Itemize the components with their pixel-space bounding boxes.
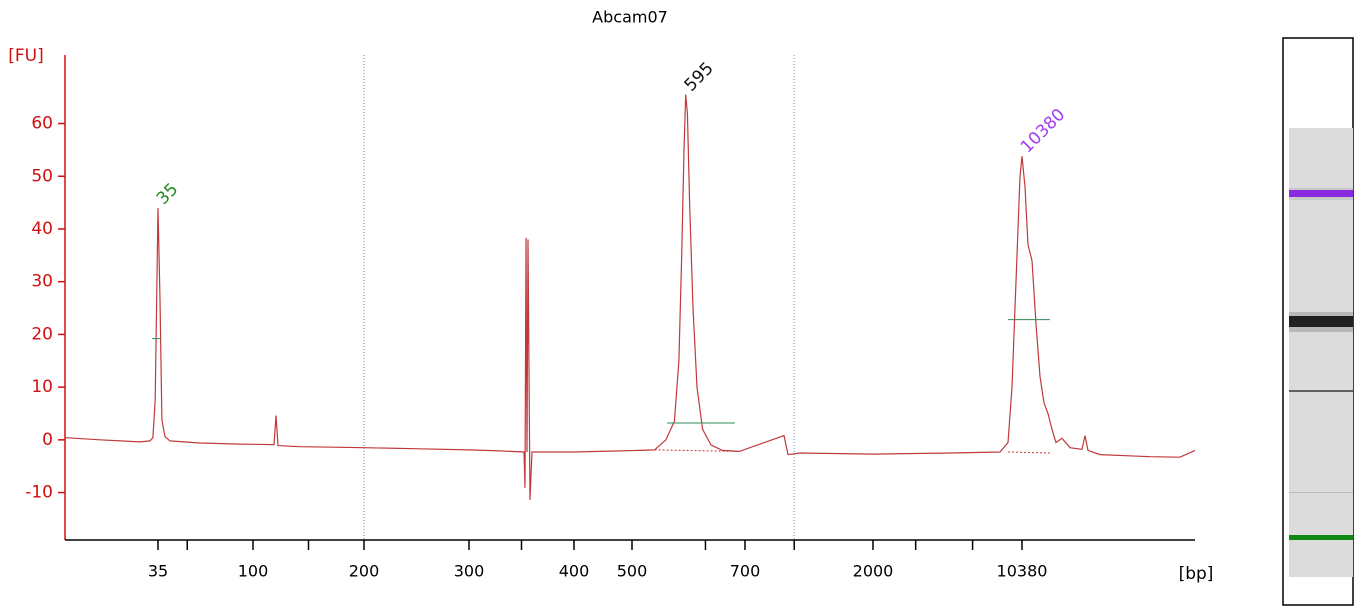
y-tick-label: 30 bbox=[31, 272, 53, 292]
gel-band bbox=[1289, 190, 1353, 197]
x-tick-label: 300 bbox=[454, 562, 485, 581]
peak-baseline bbox=[1007, 451, 1050, 454]
y-tick-label: 20 bbox=[31, 324, 53, 344]
x-tick-label: 2000 bbox=[853, 562, 894, 581]
gel-band bbox=[1289, 535, 1353, 540]
x-tick-label: 10380 bbox=[997, 562, 1048, 581]
peak-label: 595 bbox=[681, 59, 718, 96]
y-axis-label: [FU] bbox=[8, 46, 44, 66]
y-tick-label: 60 bbox=[31, 114, 53, 134]
x-axis-label: [bp] bbox=[1179, 564, 1214, 584]
x-tick-label: 35 bbox=[148, 562, 168, 581]
gel-band bbox=[1289, 390, 1353, 392]
gel-band bbox=[1289, 316, 1353, 327]
y-tick-label: 0 bbox=[42, 430, 53, 450]
peak-label: 35 bbox=[153, 180, 182, 209]
y-tick-label: 50 bbox=[31, 166, 53, 186]
y-tick-label: 10 bbox=[31, 377, 53, 397]
trace-line bbox=[64, 94, 1196, 500]
x-tick-label: 700 bbox=[730, 562, 761, 581]
chart-title: Abcam07 bbox=[592, 8, 668, 27]
y-tick-label: -10 bbox=[25, 483, 53, 503]
x-tick-label: 400 bbox=[559, 562, 590, 581]
x-tick-label: 500 bbox=[617, 562, 648, 581]
gel-band bbox=[1289, 492, 1353, 493]
y-tick-label: 40 bbox=[31, 219, 53, 239]
peak-label: 10380 bbox=[1017, 105, 1069, 157]
gel-background bbox=[1289, 128, 1353, 577]
x-tick-label: 200 bbox=[349, 562, 380, 581]
gel-lane bbox=[1282, 37, 1354, 606]
x-tick-label: 100 bbox=[238, 562, 269, 581]
